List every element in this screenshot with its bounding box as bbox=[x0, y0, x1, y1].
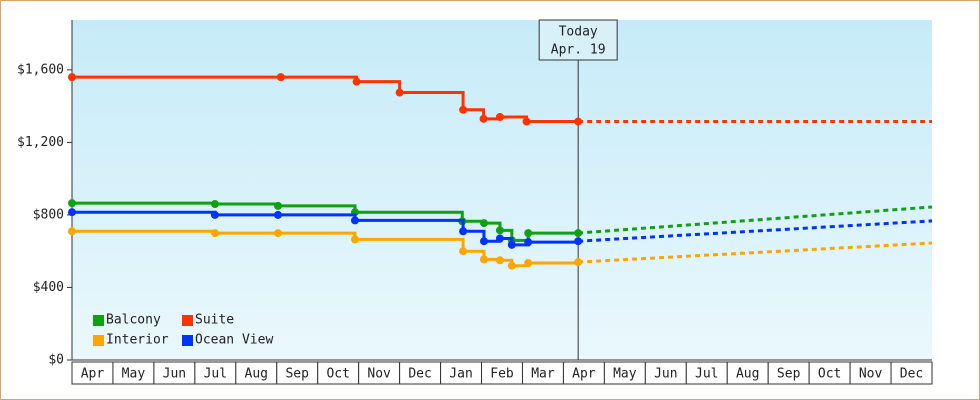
point bbox=[68, 73, 76, 82]
point bbox=[574, 258, 583, 267]
point bbox=[574, 117, 583, 126]
point bbox=[524, 258, 533, 267]
point bbox=[495, 234, 504, 243]
point bbox=[276, 73, 285, 82]
point bbox=[273, 229, 282, 238]
x-tick-label: Jun bbox=[654, 367, 677, 382]
x-tick-label: Aug bbox=[245, 367, 268, 382]
point bbox=[350, 235, 359, 244]
x-tick-label: Jul bbox=[695, 367, 718, 382]
legend-label: Ocean View bbox=[195, 333, 273, 348]
legend-swatch bbox=[93, 315, 104, 326]
x-tick-label: Jul bbox=[204, 367, 227, 382]
point bbox=[507, 261, 516, 270]
x-tick-label: Nov bbox=[859, 367, 883, 382]
x-tick-label: Dec bbox=[900, 367, 923, 382]
point bbox=[574, 229, 583, 238]
point bbox=[479, 255, 488, 264]
legend-swatch bbox=[182, 335, 193, 346]
point bbox=[68, 227, 76, 236]
point bbox=[495, 256, 504, 265]
point bbox=[459, 105, 468, 114]
point bbox=[459, 247, 468, 256]
y-tick-label: $1,600 bbox=[17, 62, 64, 77]
x-tick-label: Jan bbox=[449, 367, 472, 382]
point bbox=[68, 199, 76, 208]
y-tick-label: $0 bbox=[48, 353, 64, 368]
x-tick-label: Oct bbox=[326, 367, 349, 382]
x-tick-label: Sep bbox=[777, 367, 801, 382]
point bbox=[395, 88, 404, 97]
point bbox=[522, 117, 531, 126]
x-tick-label: Sep bbox=[285, 367, 309, 382]
today-label: Today bbox=[559, 25, 598, 40]
point bbox=[352, 77, 361, 86]
today-date: Apr. 19 bbox=[551, 43, 606, 58]
x-tick-label: May bbox=[613, 367, 637, 382]
x-tick-label: Apr bbox=[81, 367, 105, 382]
point bbox=[273, 210, 282, 219]
point bbox=[574, 237, 583, 246]
x-tick-label: Nov bbox=[367, 367, 391, 382]
point bbox=[524, 238, 533, 247]
point bbox=[479, 219, 488, 228]
point bbox=[495, 226, 504, 235]
point bbox=[350, 216, 359, 225]
x-tick-label: Oct bbox=[818, 367, 841, 382]
point bbox=[459, 227, 468, 236]
point bbox=[495, 113, 504, 122]
legend-swatch bbox=[93, 335, 104, 346]
month-cell bbox=[890, 361, 933, 385]
point bbox=[210, 210, 219, 219]
today-box bbox=[538, 19, 618, 61]
point bbox=[68, 208, 76, 217]
point bbox=[479, 237, 488, 246]
legend-label: Suite bbox=[195, 313, 234, 328]
y-tick-label: $800 bbox=[33, 207, 64, 222]
y-tick-label: $400 bbox=[33, 280, 64, 295]
point bbox=[479, 114, 488, 123]
x-tick-label: May bbox=[122, 367, 146, 382]
legend-label: Balcony bbox=[106, 313, 161, 328]
point bbox=[273, 201, 282, 210]
x-tick-label: Jun bbox=[163, 367, 186, 382]
y-tick-label: $1,200 bbox=[17, 135, 64, 150]
legend-label: Interior bbox=[106, 333, 169, 348]
point bbox=[507, 240, 516, 249]
point bbox=[524, 229, 533, 238]
x-tick-label: Apr bbox=[572, 367, 596, 382]
x-tick-label: Aug bbox=[736, 367, 759, 382]
legend-swatch bbox=[182, 315, 193, 326]
x-tick-label: Feb bbox=[490, 367, 514, 382]
plot-area bbox=[72, 20, 932, 360]
x-tick-label: Mar bbox=[531, 367, 555, 382]
point bbox=[210, 200, 219, 209]
x-tick-label: Dec bbox=[408, 367, 431, 382]
point bbox=[210, 229, 219, 238]
